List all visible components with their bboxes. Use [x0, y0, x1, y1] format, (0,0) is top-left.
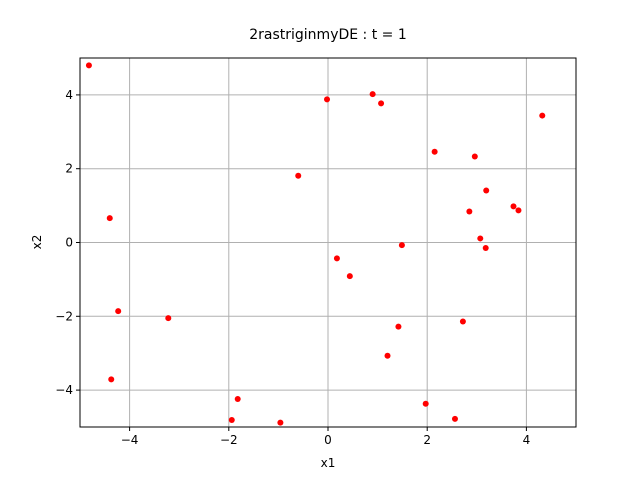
data-point	[384, 352, 391, 359]
data-point	[539, 112, 546, 119]
data-point	[115, 308, 122, 315]
x-axis-ticks: −4 −2 0 2 4	[121, 427, 530, 447]
data-point	[483, 187, 490, 194]
x-tick-label: −2	[220, 433, 238, 447]
y-tick-label: 4	[65, 88, 73, 102]
data-point	[515, 207, 522, 214]
data-point	[398, 242, 405, 249]
data-points	[85, 62, 546, 426]
data-point	[165, 315, 172, 322]
data-point	[482, 245, 489, 252]
x-tick-label: 0	[324, 433, 332, 447]
y-tick-label: −2	[55, 309, 73, 323]
data-point	[106, 215, 113, 222]
x-tick-label: 2	[423, 433, 431, 447]
data-point	[510, 203, 517, 210]
data-point	[277, 419, 284, 426]
data-point	[369, 91, 376, 98]
data-point	[108, 376, 115, 383]
y-axis-ticks: −4 −2 0 2 4	[55, 88, 80, 397]
data-point	[477, 235, 484, 242]
x-tick-label: −4	[121, 433, 139, 447]
data-point	[431, 148, 438, 155]
data-point	[395, 323, 402, 330]
data-point	[295, 172, 302, 179]
data-point	[85, 62, 92, 69]
data-point	[459, 318, 466, 325]
data-point	[466, 208, 473, 215]
x-axis-label: x1	[321, 456, 336, 470]
y-axis-label: x2	[30, 235, 44, 250]
grid-lines	[80, 58, 576, 427]
data-point	[451, 415, 458, 422]
data-point	[471, 153, 478, 160]
data-point	[378, 100, 385, 107]
y-tick-label: 0	[65, 236, 73, 250]
data-point	[228, 416, 235, 423]
y-tick-label: 2	[65, 162, 73, 176]
data-point	[346, 273, 353, 280]
data-point	[324, 96, 331, 103]
y-tick-label: −4	[55, 383, 73, 397]
chart-title: 2rastriginmyDE : t = 1	[249, 27, 407, 43]
data-point	[422, 400, 429, 407]
data-point	[234, 395, 241, 402]
data-point	[333, 255, 340, 262]
x-tick-label: 4	[523, 433, 531, 447]
